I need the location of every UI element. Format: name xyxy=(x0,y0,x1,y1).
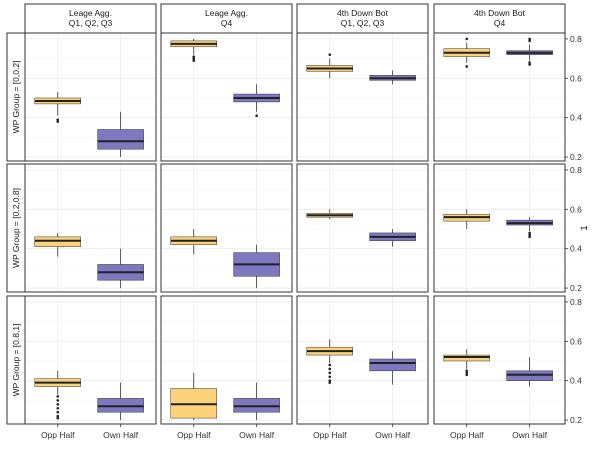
y-tick-label: 0.4 xyxy=(570,244,582,254)
facet-strip-column xyxy=(160,3,293,34)
box-outlier xyxy=(56,406,60,410)
x-tick-label: Own Half xyxy=(512,430,548,440)
y-tick-label: 0.8 xyxy=(570,165,582,175)
facet-strip-label: Q1, Q2, Q3 xyxy=(69,18,113,28)
box-outlier xyxy=(328,379,332,382)
panel-background xyxy=(297,164,428,292)
box-outlier xyxy=(56,120,60,123)
facet-strip-label: Q4 xyxy=(221,18,233,28)
panel-border xyxy=(160,163,293,293)
panel-border xyxy=(433,163,566,293)
panel-border xyxy=(24,295,157,425)
y-tick-label: 0.8 xyxy=(570,34,582,44)
box-outlier xyxy=(528,39,531,43)
y-tick-label: 0.6 xyxy=(570,73,582,83)
box-outlier xyxy=(56,414,60,418)
box-outlier xyxy=(56,395,60,398)
facet-strip-column xyxy=(296,3,429,34)
facet-strip-label: Q1, Q2, Q3 xyxy=(341,18,385,28)
panel-border xyxy=(160,295,293,425)
panel-border xyxy=(296,163,429,293)
facet-strip-label: Q4 xyxy=(494,18,506,28)
box-outlier xyxy=(328,371,332,375)
panel-border xyxy=(296,295,429,425)
box-outlier xyxy=(465,65,469,68)
y-tick-label: 0.4 xyxy=(570,113,582,123)
box-outlier xyxy=(328,381,332,384)
panel-background xyxy=(434,164,565,292)
box-outlier xyxy=(465,373,469,377)
panel-border xyxy=(296,32,429,162)
box-iqr xyxy=(369,358,416,372)
box-outlier xyxy=(528,235,531,239)
box-outlier xyxy=(328,367,332,371)
x-tick-label: Own Half xyxy=(239,430,275,440)
x-tick-label: Opp Half xyxy=(177,430,211,440)
box-outlier xyxy=(56,410,60,414)
y-axis-title: 1 xyxy=(579,225,589,230)
box-outlier xyxy=(328,363,332,367)
panel-border xyxy=(24,32,157,162)
x-tick-label: Opp Half xyxy=(313,430,347,440)
y-tick-label: 0.8 xyxy=(570,297,582,307)
facet-strip-column xyxy=(24,3,157,34)
facet-strip-row-label: WP Group = [0,0.2] xyxy=(11,61,21,134)
y-tick-label: 0.6 xyxy=(570,336,582,346)
box-outlier xyxy=(192,57,196,60)
box-outlier xyxy=(56,118,60,121)
box-outlier xyxy=(465,37,469,41)
y-tick-label: 0.2 xyxy=(570,152,582,162)
box-outlier xyxy=(528,63,531,66)
box-outlier xyxy=(465,369,469,373)
box-outlier xyxy=(528,61,531,64)
box-iqr xyxy=(97,129,144,150)
facet-strip-label: Leage Agg. xyxy=(205,8,248,18)
y-tick-label: 0.4 xyxy=(570,376,582,386)
box-outlier xyxy=(528,231,531,235)
box-outlier xyxy=(528,233,531,237)
box-outlier xyxy=(56,403,60,406)
x-tick-label: Opp Half xyxy=(41,430,75,440)
panel-border xyxy=(433,32,566,162)
facet-strip-column xyxy=(433,3,566,34)
x-tick-label: Own Half xyxy=(375,430,411,440)
box-outlier xyxy=(328,53,332,56)
box-outlier xyxy=(255,114,258,118)
facet-strip-label: 4th Down Bot xyxy=(474,8,526,18)
box-outlier xyxy=(328,375,332,379)
x-tick-label: Opp Half xyxy=(450,430,484,440)
facet-strip-label: 4th Down Bot xyxy=(337,8,389,18)
panel-border xyxy=(160,32,293,162)
box-outlier xyxy=(465,371,469,375)
facet-strip-row-label: WP Group = [0.8,1] xyxy=(11,324,21,397)
box-outlier xyxy=(56,399,60,402)
y-tick-label: 0.2 xyxy=(570,415,582,425)
box-outlier xyxy=(56,416,60,420)
box-outlier xyxy=(192,55,196,58)
x-tick-label: Own Half xyxy=(103,430,139,440)
panel-border xyxy=(433,295,566,425)
panel-background xyxy=(297,33,428,161)
box-outlier xyxy=(192,59,196,62)
y-tick-label: 0.2 xyxy=(570,283,582,293)
box-outlier xyxy=(528,37,531,41)
y-tick-label: 0.6 xyxy=(570,204,582,214)
facet-strip-label: Leage Agg. xyxy=(69,8,112,18)
facet-strip-row-label: WP Group = [0.2,0.8] xyxy=(11,188,21,268)
panel-border xyxy=(24,163,157,293)
